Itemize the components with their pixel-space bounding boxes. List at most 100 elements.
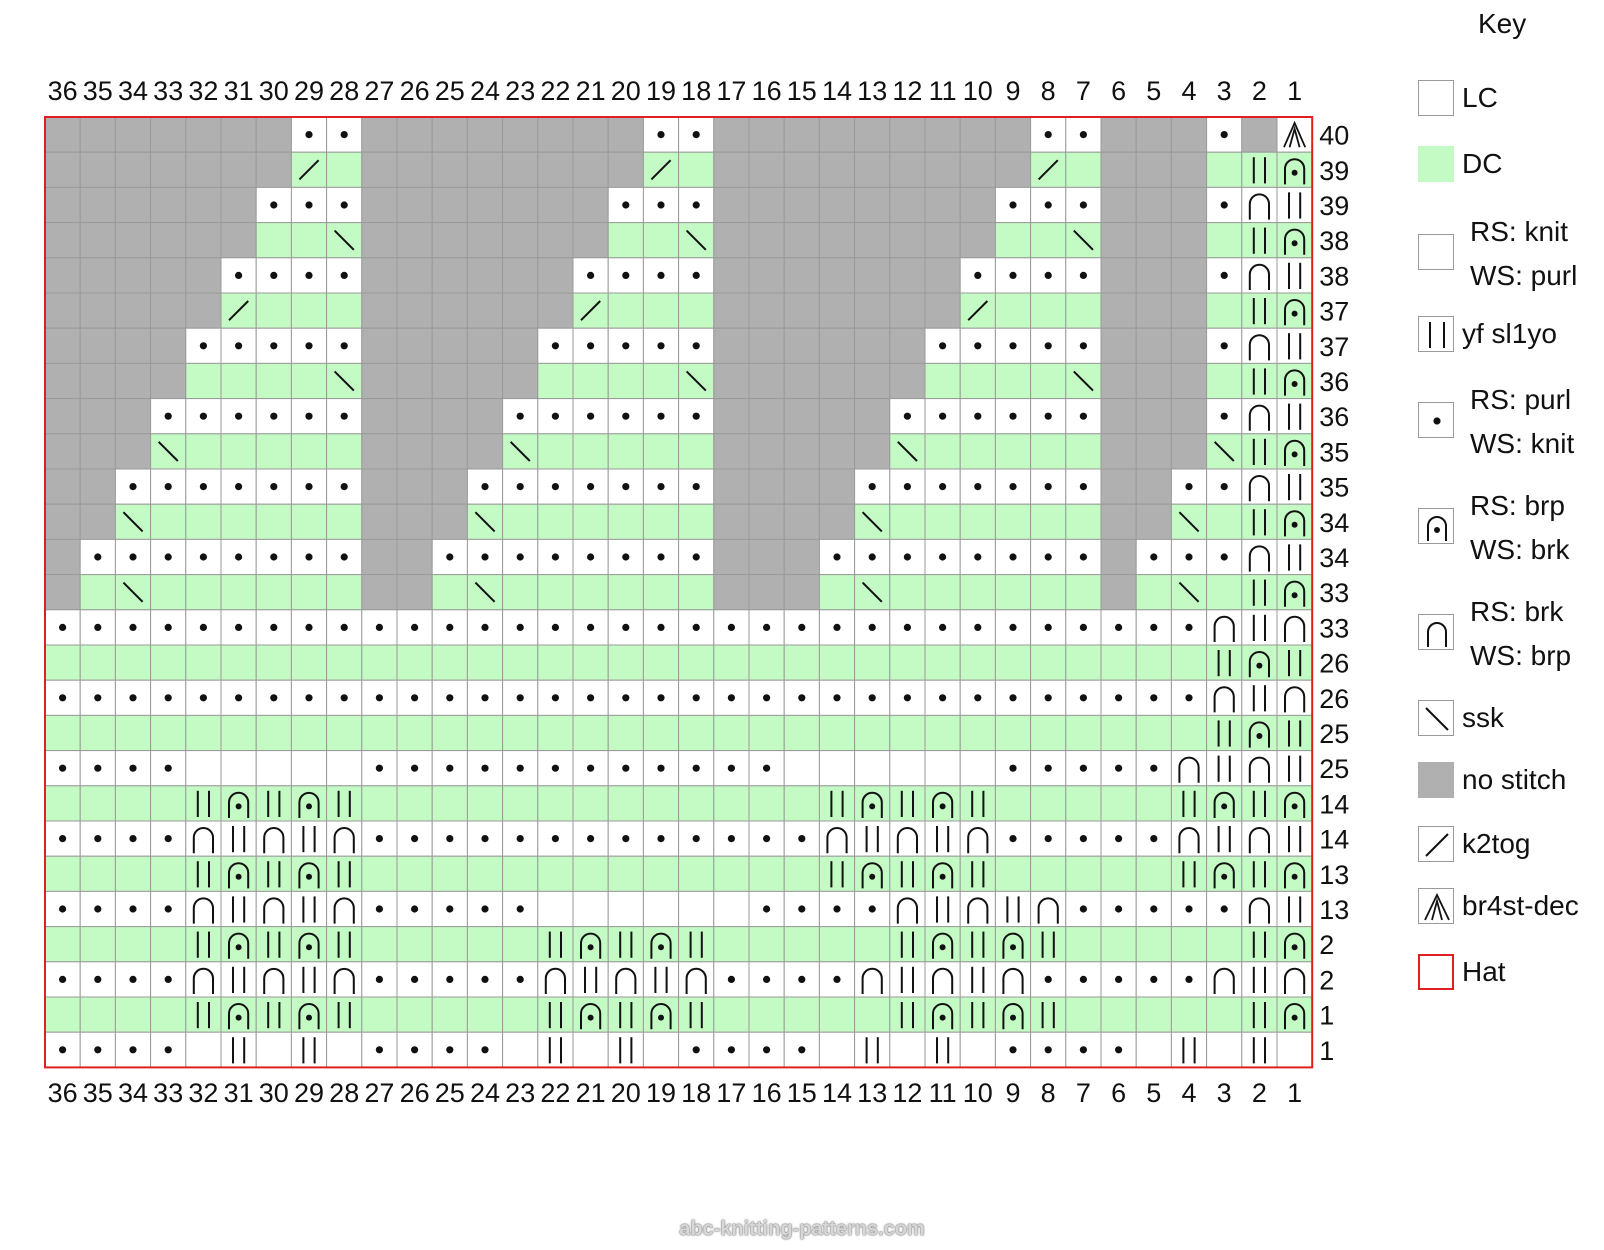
chart-cell [959,750,996,787]
chart-cell [396,538,433,576]
chart-cell [1135,257,1172,294]
chart-cell [1241,468,1278,505]
chart-cell [572,926,609,963]
chart-cell [537,961,574,998]
chart-cell [642,503,680,540]
chart-cell [748,714,785,752]
column-number-top: 11 [929,76,957,106]
chart-cell [889,855,926,892]
chart-cell [959,714,996,752]
chart-cell [783,538,820,576]
chart-cell [783,644,820,681]
column-number-top: 2 [1252,76,1267,106]
chart-cell [1276,468,1313,505]
chart-cell [1276,890,1313,928]
chart-cell [924,503,961,540]
row-number: 38 [1319,261,1349,291]
chart-cell [783,855,820,892]
key-label: DC [1462,148,1503,179]
chart-cell [889,574,926,611]
chart-cell [1276,926,1313,963]
chart-cell [290,961,328,998]
chart-cell [642,362,680,400]
chart-cell [1276,609,1313,646]
key-label: yf sl1yo [1462,318,1557,349]
chart-cell [818,750,856,787]
chart-cell [572,398,609,435]
chart-cell [572,151,609,188]
chart-cell [114,926,152,963]
chart-row [44,503,1313,540]
chart-cell [79,151,116,188]
chart-cell [1241,222,1278,259]
chart-cell [537,362,574,400]
chart-cell [713,538,750,576]
chart-cell [642,714,680,752]
chart-cell [1135,327,1172,364]
chart-cell [783,503,820,540]
chart-cell [1276,714,1313,752]
key-label: LC [1462,82,1498,113]
chart-cell [150,362,187,400]
chart-cell [889,327,926,364]
chart-cell [783,714,820,752]
chart-row [44,151,1313,188]
chart-cell [79,503,116,540]
chart-cell [361,538,398,576]
chart-cell [1100,644,1137,681]
row-number: 26 [1319,684,1349,714]
chart-cell [642,961,680,998]
chart-row [44,222,1313,259]
row-number: 2 [1319,930,1334,960]
row-number: 39 [1319,191,1349,221]
chart-cell [924,750,961,787]
chart-cell [889,644,926,681]
chart-cell [220,820,257,857]
chart-cell [220,890,257,928]
chart-cell [466,151,504,188]
chart-cell [1206,996,1243,1033]
chart-cell [361,186,398,224]
chart-cell [396,714,433,752]
chart-cell [818,503,856,540]
chart-cell [994,503,1032,540]
chart-cell [607,644,644,681]
chart-cell [854,186,891,224]
chart-cell [1135,116,1172,153]
chart-cell [889,151,926,188]
chart-cell [466,714,504,752]
chart-cell [502,362,539,400]
chart-cell [396,644,433,681]
chart-cell [1100,362,1137,400]
red-outline-square-icon [1418,954,1454,990]
chart-cell [1170,116,1208,153]
chart-cell [994,855,1032,892]
column-number-bottom: 7 [1076,1078,1091,1108]
chart-cell [818,292,856,329]
chart-cell [466,855,504,892]
chart-cell [150,785,187,822]
chart-cell [1030,785,1067,822]
column-number-top: 3 [1217,76,1232,106]
backslash-icon [1418,700,1454,736]
chart-cell [572,362,609,400]
chart-cell [1065,926,1102,963]
column-number-top: 7 [1076,76,1091,106]
chart-cell [537,574,574,611]
row-number: 35 [1319,473,1349,503]
chart-cell [326,996,363,1033]
chart-cell [713,257,750,294]
chart-cell [431,926,468,963]
chart-cell [1030,574,1067,611]
row-number: 35 [1319,437,1349,467]
column-number-top: 5 [1146,76,1161,106]
column-number-bottom: 33 [153,1078,183,1108]
chart-cell [642,785,680,822]
chart-cell [748,327,785,364]
chart-cell [678,785,715,822]
chart-cell [607,714,644,752]
chart-cell [1065,433,1102,470]
chart-cell [1241,820,1278,857]
chart-cell [1100,468,1137,505]
chart-cell [959,996,996,1033]
